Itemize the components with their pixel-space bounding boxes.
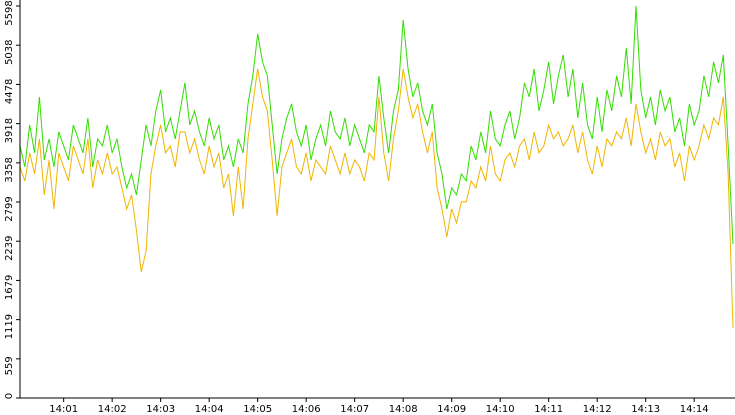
y-tick-label: 1119: [4, 314, 15, 339]
x-tick-label: 14:08: [389, 404, 418, 415]
x-tick-label: 14:10: [486, 404, 515, 415]
x-tick-label: 14:02: [98, 404, 127, 415]
y-tick-label: 0: [4, 393, 15, 399]
x-tick-label: 14:03: [146, 404, 175, 415]
y-tick-label: 5038: [4, 39, 15, 64]
x-tick-label: 14:11: [534, 404, 563, 415]
x-tick-label: 14:01: [49, 404, 78, 415]
series-line: [19, 68, 734, 328]
x-tick-label: 14:14: [680, 404, 709, 415]
x-tick-label: 14:04: [195, 404, 224, 415]
y-tick-label: 5598: [4, 0, 15, 25]
x-tick-label: 14:06: [292, 404, 321, 415]
y-tick-label: 559: [4, 356, 15, 375]
x-tick-label: 14:09: [437, 404, 466, 415]
y-tick-label: 1679: [4, 275, 15, 300]
y-tick-label: 2239: [4, 235, 15, 260]
y-tick-label: 4478: [4, 79, 15, 104]
x-tick-label: 14:07: [340, 404, 369, 415]
y-tick-label: 2799: [4, 196, 15, 221]
y-tick-label: 3918: [4, 118, 15, 143]
x-tick-label: 14:13: [631, 404, 660, 415]
x-tick-label: 14:12: [583, 404, 612, 415]
x-tick-label: 14:05: [243, 404, 272, 415]
y-tick-label: 3358: [4, 157, 15, 182]
series-line: [19, 5, 734, 244]
